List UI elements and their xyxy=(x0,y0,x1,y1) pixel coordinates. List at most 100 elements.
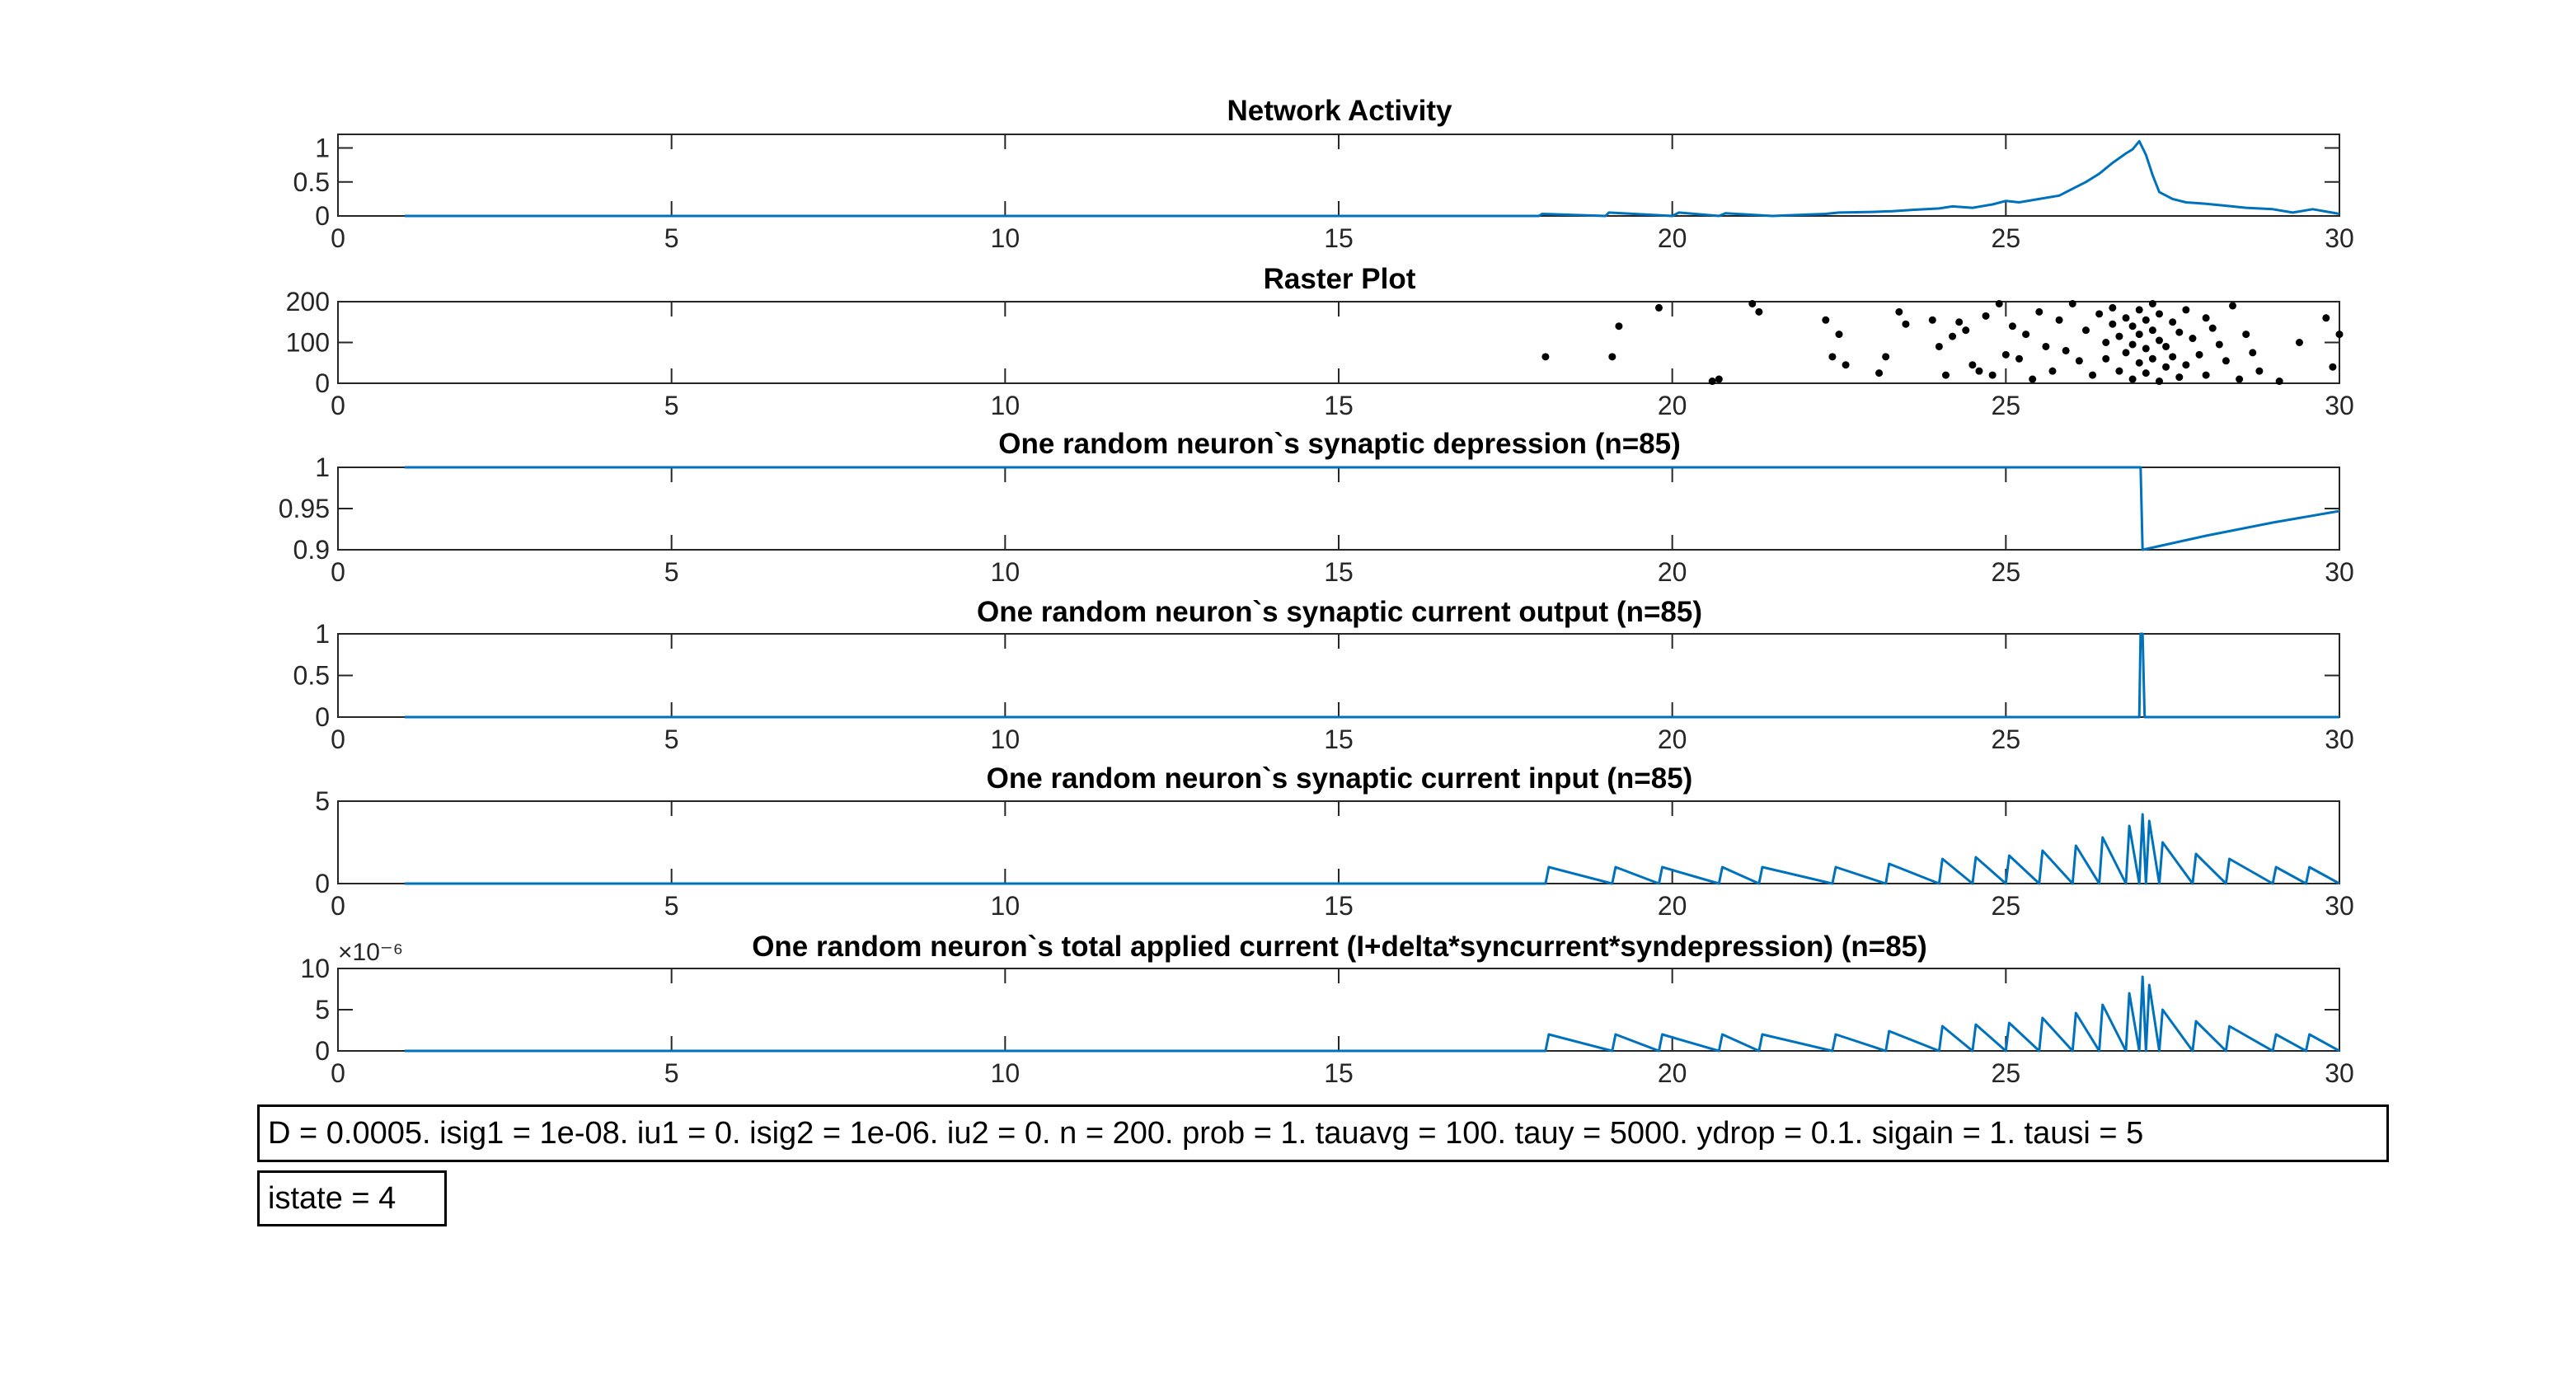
raster-point xyxy=(2175,328,2184,336)
raster-point xyxy=(1708,377,1716,386)
x-tick-label: 15 xyxy=(1324,223,1354,253)
x-tick-label: 25 xyxy=(1992,557,2021,587)
x-tick-label: 25 xyxy=(1992,1058,2021,1088)
x-tick-label: 30 xyxy=(2325,1058,2354,1088)
subplot-4: 0 5 10 15 20 25 30 0 0.5 1 One random neuron`s syn… xyxy=(293,596,2354,754)
raster-point xyxy=(2142,345,2150,353)
raster-point xyxy=(2148,299,2156,307)
raster-point xyxy=(2182,306,2190,314)
subplot-title: One random neuron`s synaptic current out… xyxy=(977,596,1702,628)
x-tick-label: 5 xyxy=(664,223,679,253)
raster-point xyxy=(2335,331,2344,339)
raster-point xyxy=(2135,359,2143,367)
x-tick-label: 25 xyxy=(1992,391,2021,420)
y-exponent-label: ×10⁻⁶ xyxy=(338,939,403,966)
x-tick-label: 0 xyxy=(331,725,345,754)
raster-point xyxy=(1875,369,1884,377)
subplot-5: 0 5 10 15 20 25 30 0 5 One random neuron`s synapt… xyxy=(315,762,2354,921)
raster-point xyxy=(2202,371,2210,379)
raster-point xyxy=(2001,350,2010,359)
x-tick-label: 30 xyxy=(2325,725,2354,754)
raster-point xyxy=(2089,371,2097,379)
x-tick-label: 15 xyxy=(1324,891,1354,921)
parameters-annotation: D = 0.0005. isig1 = 1e-08. iu1 = 0. isig… xyxy=(257,1104,2389,1162)
x-tick-label: 30 xyxy=(2325,891,2354,921)
subplot-title: Raster Plot xyxy=(1264,263,1416,295)
y-tick-label: 1 xyxy=(315,619,330,649)
x-tick-label: 5 xyxy=(664,557,679,587)
raster-point xyxy=(1748,299,1757,307)
x-tick-label: 15 xyxy=(1324,557,1354,587)
x-tick-label: 5 xyxy=(664,891,679,921)
raster-point xyxy=(2109,320,2117,328)
raster-point xyxy=(1882,353,1890,361)
raster-point xyxy=(1975,367,1983,375)
raster-point xyxy=(2042,342,2050,350)
raster-point xyxy=(1962,326,1970,335)
raster-point xyxy=(1902,320,1910,328)
raster-point xyxy=(2329,363,2337,371)
raster-point xyxy=(2095,310,2104,318)
raster-point xyxy=(2081,326,2090,335)
raster-point xyxy=(2015,354,2024,363)
raster-point xyxy=(2202,314,2210,322)
x-tick-label: 10 xyxy=(991,1058,1021,1088)
raster-point xyxy=(2155,310,2163,318)
raster-point xyxy=(2222,357,2230,365)
raster-point xyxy=(2175,373,2184,382)
raster-point xyxy=(2189,335,2197,343)
raster-point xyxy=(2122,349,2130,357)
raster-point xyxy=(2142,369,2150,377)
raster-point xyxy=(2322,314,2330,322)
raster-point xyxy=(2295,339,2303,346)
x-tick-label: 25 xyxy=(1992,891,2021,921)
raster-point xyxy=(2109,303,2117,312)
x-tick-label: 15 xyxy=(1324,725,1354,754)
raster-point xyxy=(2208,324,2217,332)
raster-point xyxy=(2169,353,2177,361)
x-tick-label: 25 xyxy=(1992,223,2021,253)
raster-point xyxy=(1755,307,1763,316)
x-tick-label: 10 xyxy=(991,891,1021,921)
raster-point xyxy=(2062,346,2070,354)
y-tick-label: 100 xyxy=(286,328,330,358)
series-line xyxy=(404,139,2340,218)
raster-point xyxy=(2102,354,2110,363)
raster-point xyxy=(1835,331,1843,339)
raster-point xyxy=(2162,363,2170,371)
raster-point xyxy=(2148,326,2156,335)
y-tick-label: 1 xyxy=(315,453,330,482)
raster-point xyxy=(2249,349,2257,357)
raster-point xyxy=(2115,367,2123,375)
raster-point xyxy=(1895,307,1903,316)
raster-point xyxy=(2275,377,2283,386)
raster-point xyxy=(2128,375,2137,383)
y-tick-label: 0.95 xyxy=(279,494,330,523)
raster-point xyxy=(1842,361,1850,369)
raster-point xyxy=(2242,331,2250,339)
raster-point xyxy=(1955,318,1964,326)
x-tick-label: 15 xyxy=(1324,391,1354,420)
raster-point xyxy=(2135,331,2143,339)
x-tick-label: 5 xyxy=(664,1058,679,1088)
raster-point xyxy=(1949,332,1957,340)
series-line xyxy=(404,813,2340,885)
x-tick-label: 5 xyxy=(664,725,679,754)
subplot-title: One random neuron`s synaptic current inp… xyxy=(987,762,1693,795)
x-tick-label: 0 xyxy=(331,391,345,420)
raster-point xyxy=(1828,353,1837,361)
raster-point xyxy=(2195,350,2203,359)
raster-point xyxy=(2008,322,2016,331)
y-tick-label: 0.5 xyxy=(293,661,330,691)
raster-point xyxy=(1941,371,1950,379)
x-tick-label: 0 xyxy=(331,891,345,921)
raster-point xyxy=(1541,353,1550,361)
raster-point xyxy=(2029,375,2037,383)
y-tick-label: 0 xyxy=(315,1036,330,1066)
raster-point xyxy=(2215,340,2223,349)
x-tick-label: 10 xyxy=(991,725,1021,754)
x-tick-label: 30 xyxy=(2325,223,2354,253)
raster-point xyxy=(2255,367,2264,375)
raster-point xyxy=(2102,339,2110,346)
